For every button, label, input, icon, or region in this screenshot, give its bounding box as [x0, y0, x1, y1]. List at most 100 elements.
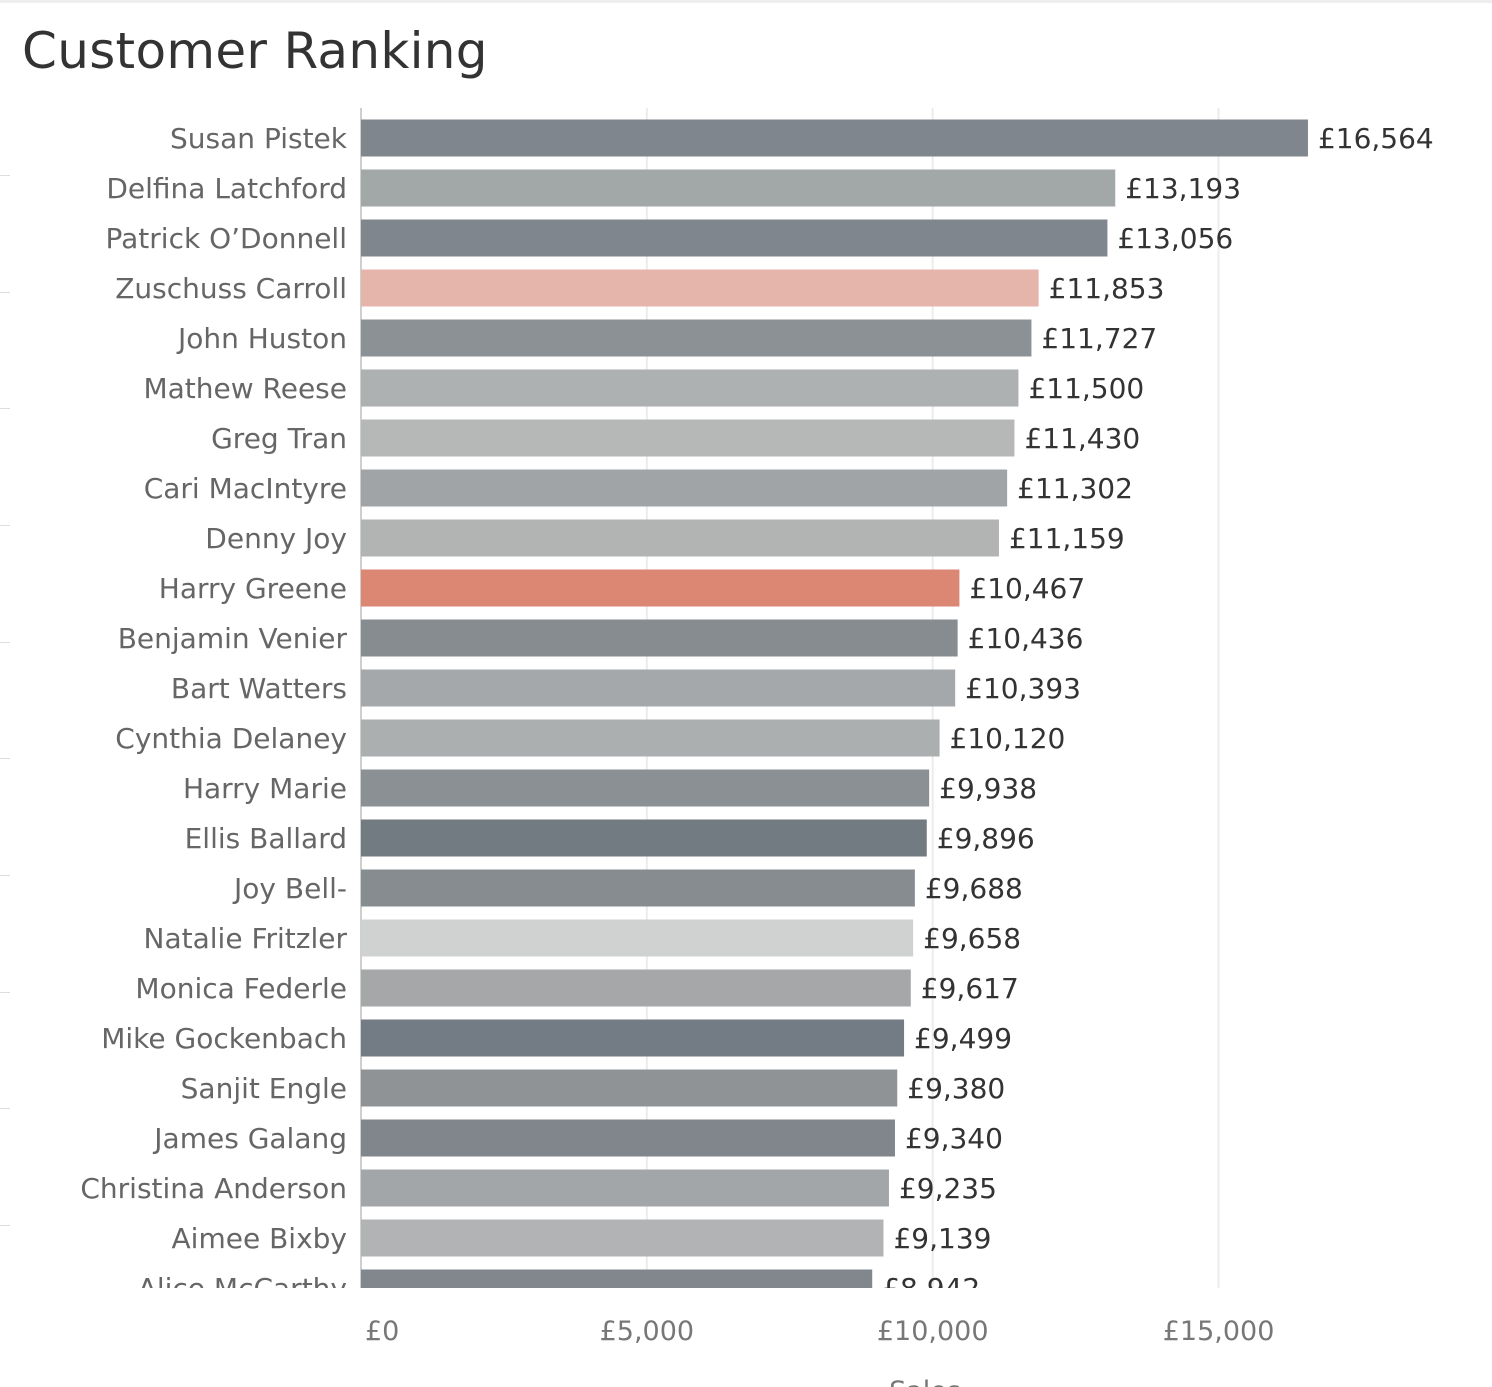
bar-row: Alice McCarthy £8,942 — [138, 1269, 980, 1305]
bar-row: Benjamin Venier £10,436 — [118, 619, 1084, 657]
bar-row: Harry Greene £10,467 — [159, 569, 1085, 607]
bar-row: John Huston £11,727 — [176, 319, 1157, 357]
bar-row: Joy Bell- £9,688 — [232, 869, 1023, 907]
x-tick-label: £10,000 — [877, 1316, 989, 1347]
bar — [361, 1019, 905, 1057]
value-label: £13,056 — [1117, 222, 1233, 255]
bar — [361, 1169, 889, 1207]
category-label: Sanjit Engle — [181, 1072, 347, 1105]
category-label: Mathew Reese — [143, 372, 347, 405]
category-label: Monica Federle — [135, 972, 347, 1005]
bar-row: Cari MacIntyre £11,302 — [144, 469, 1133, 507]
category-label: Patrick O’Donnell — [106, 222, 347, 255]
bar-row: Ellis Ballard £9,896 — [185, 819, 1035, 857]
bar — [361, 219, 1108, 257]
bar-row: Bart Watters £10,393 — [171, 669, 1081, 707]
value-label: £8,942 — [882, 1272, 980, 1305]
bar-row: James Galang £9,340 — [152, 1119, 1003, 1157]
value-label: £9,896 — [937, 822, 1035, 855]
value-label: £9,340 — [905, 1122, 1003, 1155]
bar-row: Susan Pistek £16,564 — [170, 119, 1434, 157]
category-label: Denny Joy — [205, 522, 347, 555]
value-label: £10,120 — [950, 722, 1066, 755]
bar-row: Harry Marie £9,938 — [183, 769, 1037, 807]
category-label: Harry Greene — [159, 572, 347, 605]
value-label: £16,564 — [1318, 122, 1434, 155]
value-label: £11,430 — [1024, 422, 1140, 455]
bar-row: Monica Federle £9,617 — [135, 969, 1019, 1007]
value-label: £9,235 — [899, 1172, 997, 1205]
value-label: £11,500 — [1028, 372, 1144, 405]
bar — [361, 719, 940, 757]
bar-row: Natalie Fritzler £9,658 — [144, 919, 1021, 957]
value-label: £11,853 — [1049, 272, 1165, 305]
value-label: £9,380 — [907, 1072, 1005, 1105]
bar-row: Aimee Bixby £9,139 — [172, 1219, 991, 1257]
bar — [361, 169, 1116, 207]
bar — [361, 1069, 898, 1107]
value-label: £9,658 — [923, 922, 1021, 955]
bar-row: Mathew Reese £11,500 — [143, 369, 1144, 407]
value-label: £9,139 — [893, 1222, 991, 1255]
bar — [361, 969, 911, 1007]
bar — [361, 1119, 895, 1157]
bar — [361, 519, 999, 557]
x-tick-label: £0 — [365, 1316, 399, 1347]
value-label: £9,688 — [925, 872, 1023, 905]
category-label: Cynthia Delaney — [115, 722, 347, 755]
top-border — [0, 0, 1492, 3]
bar — [361, 919, 914, 957]
bar — [361, 369, 1019, 407]
bar-row: Sanjit Engle £9,380 — [181, 1069, 1005, 1107]
bar-row: Greg Tran £11,430 — [211, 419, 1140, 457]
bar — [361, 1219, 884, 1257]
value-label: £11,302 — [1017, 472, 1133, 505]
bar-row: Denny Joy £11,159 — [205, 519, 1125, 557]
category-label: Joy Bell- — [232, 872, 347, 905]
category-label: Ellis Ballard — [185, 822, 347, 855]
value-label: £9,499 — [914, 1022, 1012, 1055]
value-label: £10,393 — [965, 672, 1081, 705]
category-label: Mike Gockenbach — [101, 1022, 347, 1055]
category-label: Alice McCarthy — [138, 1272, 347, 1305]
x-tick-label: £15,000 — [1163, 1316, 1275, 1347]
bar-row: Patrick O’Donnell £13,056 — [106, 219, 1233, 257]
x-axis-title: Sales — [889, 1376, 961, 1387]
x-axis: £0 £5,000 £10,000 £15,000 Sales — [365, 1316, 1274, 1387]
bar — [361, 419, 1015, 457]
category-label: Christina Anderson — [80, 1172, 347, 1205]
category-label: Delfina Latchford — [106, 172, 347, 205]
category-label: James Galang — [152, 1122, 347, 1155]
value-label: £9,617 — [921, 972, 1019, 1005]
category-label: Cari MacIntyre — [144, 472, 347, 505]
category-label: Susan Pistek — [170, 122, 348, 155]
value-label: £10,467 — [969, 572, 1085, 605]
bars: Susan Pistek £16,564 Delfina Latchford £13,… — [80, 119, 1434, 1305]
bar — [361, 819, 927, 857]
chart-title: Customer Ranking — [22, 22, 488, 80]
x-tick-label: £5,000 — [600, 1316, 694, 1347]
bar — [361, 869, 915, 907]
category-label: Bart Watters — [171, 672, 347, 705]
category-label: John Huston — [176, 322, 347, 355]
category-label: Benjamin Venier — [118, 622, 348, 655]
bar-row: Mike Gockenbach £9,499 — [101, 1019, 1012, 1057]
bar — [361, 569, 960, 607]
value-label: £11,727 — [1041, 322, 1157, 355]
bar-row: Zuschuss Carroll £11,853 — [115, 269, 1165, 307]
category-label: Greg Tran — [211, 422, 347, 455]
value-label: £9,938 — [939, 772, 1037, 805]
value-label: £13,193 — [1125, 172, 1241, 205]
value-label: £11,159 — [1009, 522, 1125, 555]
value-label: £10,436 — [968, 622, 1084, 655]
bar — [361, 669, 956, 707]
bar — [361, 469, 1008, 507]
bar — [361, 119, 1308, 157]
category-label: Zuschuss Carroll — [115, 272, 347, 305]
bar — [361, 1269, 873, 1288]
category-label: Aimee Bixby — [172, 1222, 347, 1255]
category-label: Harry Marie — [183, 772, 347, 805]
bar — [361, 769, 930, 807]
bar — [361, 619, 958, 657]
